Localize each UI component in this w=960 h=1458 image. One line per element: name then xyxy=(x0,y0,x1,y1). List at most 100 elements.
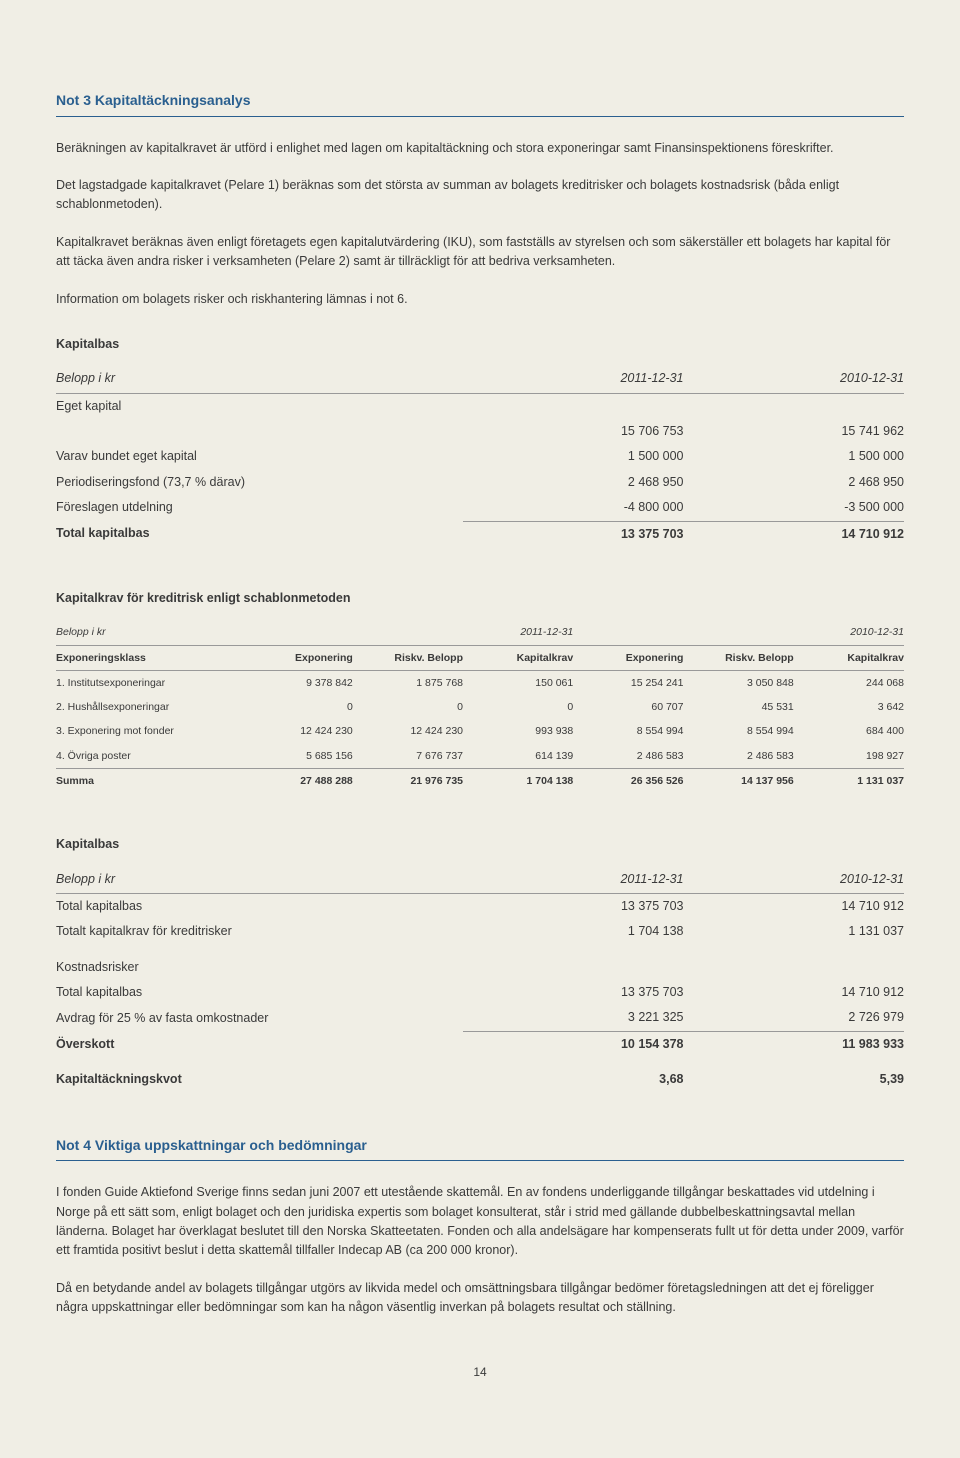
kb2-over-l: Överskott xyxy=(56,1031,463,1057)
kredit-row-3-c4: 2 486 583 xyxy=(573,744,683,769)
kr-d2: 2010-12-31 xyxy=(794,620,904,645)
kb1-r1-v2: 15 741 962 xyxy=(684,419,905,444)
kredit-row-3-c3: 614 139 xyxy=(463,744,573,769)
note4-title: Not 4 Viktiga uppskattningar och bedömni… xyxy=(56,1135,904,1162)
kredit-row-1-c2: 0 xyxy=(353,695,463,719)
kapitalbas2-table: Belopp i kr 2011-12-31 2010-12-31 Total … xyxy=(56,867,904,1093)
kredit-row-2-c2: 12 424 230 xyxy=(353,719,463,743)
kb2-r1-l: Total kapitalbas xyxy=(56,893,463,919)
kredit-row-2-c6: 684 400 xyxy=(794,719,904,743)
kb1-h2: 2011-12-31 xyxy=(463,366,683,393)
note4-p2: Då en betydande andel av bolagets tillgå… xyxy=(56,1279,904,1318)
kb1-r4-l: Föreslagen utdelning xyxy=(56,495,463,521)
kredit-row-3-c2: 7 676 737 xyxy=(353,744,463,769)
kredit-sum-c0: Summa xyxy=(56,768,243,793)
kr-d0: Belopp i kr xyxy=(56,620,243,645)
kredit-row-1-c0: 2. Hushållsexponeringar xyxy=(56,695,243,719)
kr-c2: Riskv. Belopp xyxy=(353,645,463,670)
kb2-r4-l: Avdrag för 25 % av fasta omkostnader xyxy=(56,1005,463,1031)
kredit-row-2-c5: 8 554 994 xyxy=(683,719,793,743)
kb1-r2-v2: 1 500 000 xyxy=(684,444,905,469)
kb1-r3-v2: 2 468 950 xyxy=(684,470,905,495)
kredit-row-3-c5: 2 486 583 xyxy=(683,744,793,769)
kb2-over-v2: 11 983 933 xyxy=(684,1031,905,1057)
kb2-kost: Kostnadsrisker xyxy=(56,955,463,980)
kr-c1: Exponering xyxy=(243,645,353,670)
kb1-h3: 2010-12-31 xyxy=(684,366,905,393)
note3-p3: Kapitalkravet beräknas även enligt föret… xyxy=(56,233,904,272)
kapitalbas1-label: Kapitalbas xyxy=(56,335,904,354)
kb1-r1-v1: 15 706 753 xyxy=(463,419,683,444)
kb1-r0-v1 xyxy=(463,393,683,419)
kb1-r1-l xyxy=(56,419,463,444)
kb2-kvot-l: Kapitaltäckningskvot xyxy=(56,1067,463,1092)
kredit-sum-c6: 1 131 037 xyxy=(794,768,904,793)
page-number: 14 xyxy=(56,1363,904,1382)
kredit-sum-c2: 21 976 735 xyxy=(353,768,463,793)
kb1-total-v1: 13 375 703 xyxy=(463,521,683,547)
kb2-h3: 2010-12-31 xyxy=(684,867,905,894)
note3-title: Not 3 Kapitaltäckningsanalys xyxy=(56,90,904,117)
kredit-row-0-c5: 3 050 848 xyxy=(683,670,793,695)
kredit-row-0-c3: 150 061 xyxy=(463,670,573,695)
kredit-row-1-c5: 45 531 xyxy=(683,695,793,719)
kb2-r1-v2: 14 710 912 xyxy=(684,893,905,919)
kreditrisk-table: Belopp i kr 2011-12-31 2010-12-31 Expone… xyxy=(56,620,904,793)
kredit-row-1-c1: 0 xyxy=(243,695,353,719)
kr-c6: Kapitalkrav xyxy=(794,645,904,670)
kredit-sum-c1: 27 488 288 xyxy=(243,768,353,793)
kredit-row-0-c0: 1. Institutsexponeringar xyxy=(56,670,243,695)
note3-p4: Information om bolagets risker och riskh… xyxy=(56,290,904,309)
kredit-sum-c5: 14 137 956 xyxy=(683,768,793,793)
kb1-r4-v1: -4 800 000 xyxy=(463,495,683,521)
kredit-row-3-c1: 5 685 156 xyxy=(243,744,353,769)
kb2-r2-l: Totalt kapitalkrav för kreditrisker xyxy=(56,919,463,944)
kb1-h1: Belopp i kr xyxy=(56,366,463,393)
kb1-r2-v1: 1 500 000 xyxy=(463,444,683,469)
kredit-row-3-c6: 198 927 xyxy=(794,744,904,769)
kredit-row-2-c1: 12 424 230 xyxy=(243,719,353,743)
kb1-r4-v2: -3 500 000 xyxy=(684,495,905,521)
kb2-r3-v1: 13 375 703 xyxy=(463,980,683,1005)
kb2-r2-v2: 1 131 037 xyxy=(684,919,905,944)
kr-c3: Kapitalkrav xyxy=(463,645,573,670)
kredit-row-3-c0: 4. Övriga poster xyxy=(56,744,243,769)
kredit-row-2-c3: 993 938 xyxy=(463,719,573,743)
kr-c0: Exponeringsklass xyxy=(56,645,243,670)
kb2-r4-v2: 2 726 979 xyxy=(684,1005,905,1031)
kb2-over-v1: 10 154 378 xyxy=(463,1031,683,1057)
kredit-row-0-c4: 15 254 241 xyxy=(573,670,683,695)
kb1-r3-v1: 2 468 950 xyxy=(463,470,683,495)
kb1-r0-v2 xyxy=(684,393,905,419)
kapitalbas1-table: Belopp i kr 2011-12-31 2010-12-31 Eget k… xyxy=(56,366,904,547)
kr-c4: Exponering xyxy=(573,645,683,670)
kredit-sum-c3: 1 704 138 xyxy=(463,768,573,793)
kredit-sum-c4: 26 356 526 xyxy=(573,768,683,793)
kredit-row-0-c2: 1 875 768 xyxy=(353,670,463,695)
kb1-total-l: Total kapitalbas xyxy=(56,521,463,547)
kb1-r0-l: Eget kapital xyxy=(56,393,463,419)
kb2-h1: Belopp i kr xyxy=(56,867,463,894)
kb2-r3-v2: 14 710 912 xyxy=(684,980,905,1005)
kreditrisk-label: Kapitalkrav för kreditrisk enligt schabl… xyxy=(56,589,904,608)
kb1-r3-l: Periodiseringsfond (73,7 % därav) xyxy=(56,470,463,495)
kr-c5: Riskv. Belopp xyxy=(683,645,793,670)
kb1-r2-l: Varav bundet eget kapital xyxy=(56,444,463,469)
kredit-row-0-c6: 244 068 xyxy=(794,670,904,695)
kb2-r2-v1: 1 704 138 xyxy=(463,919,683,944)
kb2-kvot-v2: 5,39 xyxy=(684,1067,905,1092)
kb2-r3-l: Total kapitalbas xyxy=(56,980,463,1005)
kredit-row-1-c3: 0 xyxy=(463,695,573,719)
kredit-row-0-c1: 9 378 842 xyxy=(243,670,353,695)
kb1-total-v2: 14 710 912 xyxy=(684,521,905,547)
kapitalbas2-label: Kapitalbas xyxy=(56,835,904,854)
kb2-h2: 2011-12-31 xyxy=(463,867,683,894)
kr-d1: 2011-12-31 xyxy=(463,620,573,645)
note4-p1: I fonden Guide Aktiefond Sverige finns s… xyxy=(56,1183,904,1261)
note3-p2: Det lagstadgade kapitalkravet (Pelare 1)… xyxy=(56,176,904,215)
kredit-row-1-c4: 60 707 xyxy=(573,695,683,719)
kredit-row-2-c4: 8 554 994 xyxy=(573,719,683,743)
kb2-r1-v1: 13 375 703 xyxy=(463,893,683,919)
kb2-r4-v1: 3 221 325 xyxy=(463,1005,683,1031)
note3-p1: Beräkningen av kapitalkravet är utförd i… xyxy=(56,139,904,158)
